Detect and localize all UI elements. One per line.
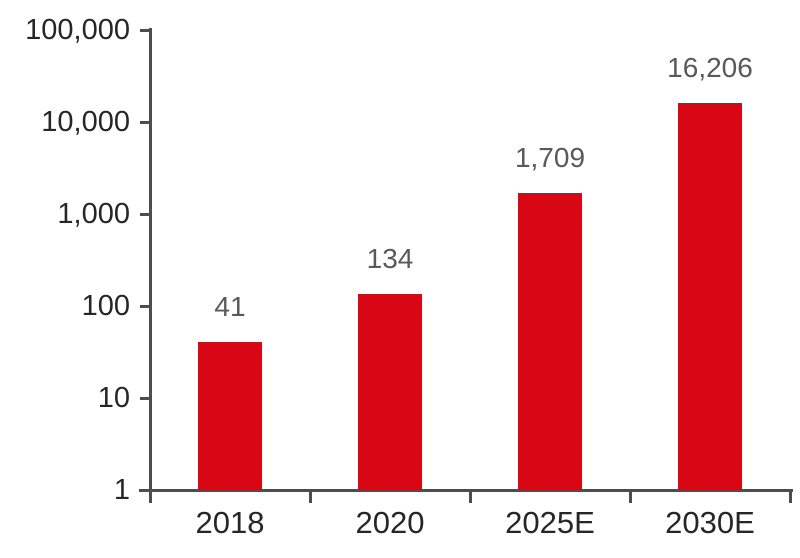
x-category-label: 2020: [355, 505, 425, 540]
bar-2018: [198, 341, 262, 490]
y-tick: [140, 28, 150, 32]
x-tick: [468, 489, 472, 503]
bar-2025E: [518, 192, 582, 490]
bar-2020: [358, 294, 422, 490]
x-category-label: 2018: [195, 505, 265, 540]
y-tick: [140, 120, 150, 124]
y-tick: [140, 212, 150, 216]
y-tick-label: 100,000: [25, 14, 130, 46]
x-tick: [788, 489, 792, 503]
x-tick: [628, 489, 632, 503]
bar-value-label: 134: [366, 243, 414, 275]
x-tick: [308, 489, 312, 503]
bar-value-label: 16,206: [667, 51, 753, 83]
bar-value-label: 1,709: [514, 141, 586, 173]
x-axis-line: [139, 488, 793, 492]
x-category-label: 2025E: [505, 505, 595, 540]
y-tick: [140, 396, 150, 400]
bar-2030E: [678, 102, 742, 490]
y-tick-label: 10: [97, 382, 130, 414]
bar-value-label: 41: [214, 290, 246, 322]
x-tick: [148, 489, 152, 503]
y-tick-label: 10,000: [41, 106, 130, 138]
y-tick-label: 100: [81, 290, 130, 322]
y-tick-label: 1: [113, 474, 130, 506]
y-tick: [140, 304, 150, 308]
x-category-label: 2030E: [665, 505, 755, 540]
y-axis-line: [148, 28, 152, 493]
y-tick-label: 1,000: [57, 198, 130, 230]
